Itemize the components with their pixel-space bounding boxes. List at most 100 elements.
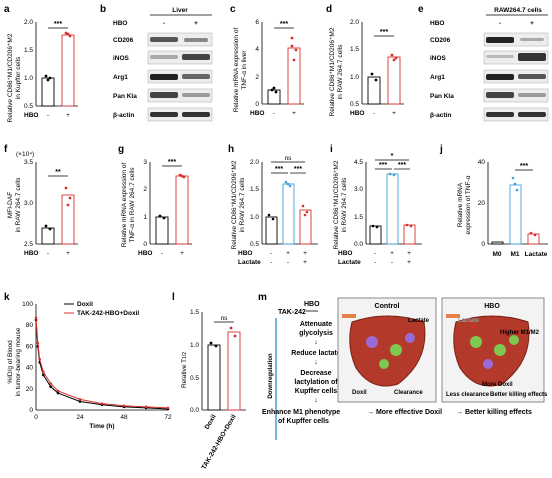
ytick-c-3: 6 <box>255 19 259 26</box>
xtick-g-0: - <box>161 250 163 257</box>
panel-letter-g: g <box>118 144 124 155</box>
bar-a-0 <box>41 77 55 107</box>
i-r2-2: + <box>407 259 411 266</box>
sig-j: *** <box>520 163 528 170</box>
ylabel-l: Relative T1/2 <box>181 352 188 388</box>
bar-g-1 <box>175 175 189 245</box>
wb-b-row-1: iNOS <box>113 55 130 62</box>
xtick-a-1: + <box>66 112 70 119</box>
m-enhance-1: Enhance M1 phenotype <box>262 409 340 416</box>
panel-letter-d: d <box>326 4 332 15</box>
m-tak: TAK-242 <box>278 309 306 316</box>
panel-i: i Relative CD86⁺M1/CD206⁺M2 in RAW 264.7… <box>330 144 422 266</box>
svg-text:↓: ↓ <box>314 359 318 366</box>
wb-e-title: RAW264.7 cells <box>494 7 542 14</box>
legend-k-1: TAK-242-HBO+Doxil <box>77 310 139 317</box>
xtick-d-0: - <box>373 110 375 117</box>
ytick-k-4: 80 <box>26 322 34 329</box>
bar-d-0 <box>367 76 381 105</box>
i-r1-0: - <box>374 250 376 257</box>
ytick-f-2: 3.5 <box>24 159 33 166</box>
wb-b-row-0: CD206 <box>113 37 134 44</box>
wb-b-title: Liver <box>172 7 188 14</box>
ylabel-j-2: expression of TNF-α <box>465 175 472 234</box>
wb-b-row-4: β-actin <box>113 112 134 119</box>
ytick-i-0: 0.0 <box>354 241 363 248</box>
point-k-1-2 <box>38 357 41 361</box>
bar-h-0 <box>265 216 278 245</box>
bar-g-0 <box>155 216 169 245</box>
h-r1-0: - <box>270 250 272 257</box>
xtick-l-0: Doxil <box>204 413 218 430</box>
svg-text:↓: ↓ <box>314 339 318 346</box>
panel-g: g Relative mRNA expression of TNF-α in R… <box>118 144 192 257</box>
xlabel-f: HBO <box>24 250 38 257</box>
ytick-d-2: 1.5 <box>350 46 359 53</box>
xtick-j-0: M0 <box>492 251 501 258</box>
point-k-0-3 <box>42 373 45 377</box>
bar-l-1 <box>227 331 241 411</box>
wb-e-row-1: iNOS <box>430 55 447 62</box>
ytick-l-0: 0.0 <box>190 407 199 414</box>
bar-h-2 <box>299 209 312 245</box>
legend-k-0: Doxil <box>77 301 93 308</box>
xlabel-g: HBO <box>138 250 152 257</box>
ytick-h-0: 0.5 <box>250 241 259 248</box>
m-lactate-2: Lactate <box>458 318 480 324</box>
wb-b-hbo-1: + <box>194 20 198 27</box>
m-step-4: lactylation of <box>294 379 338 386</box>
ytick-d-3: 2.0 <box>350 19 359 26</box>
ytick-g-0: 0 <box>143 241 147 248</box>
panel-c: c Relative mRNA expression of TNF-α in l… <box>230 4 304 117</box>
xtick-j-2: Lactate <box>525 251 548 258</box>
h-r2-0: - <box>270 259 272 266</box>
panel-k: k %ID/g of Blood in tumor-bearing mouse … <box>4 292 172 430</box>
m-more-doxil: More Doxil <box>482 382 513 388</box>
wb-e-hbo-1: + <box>530 20 534 27</box>
point-k-0-5 <box>56 391 60 395</box>
ylabel-c-1: Relative mRNA expression of <box>233 28 240 113</box>
panel-letter-j: j <box>439 144 443 155</box>
xtick-a-0: - <box>47 112 49 119</box>
ylabel-a-2: in Kupffer cells <box>15 56 22 99</box>
ylabel-f-1: MFI-DAF <box>7 192 14 218</box>
bar-j-2 <box>527 233 540 245</box>
ylabel-i-2: in RAW 264.7 cells <box>341 177 348 232</box>
m-less-clear: Less clearance <box>446 392 490 398</box>
xtick-j-1: M1 <box>510 251 519 258</box>
row2-h: Lactate <box>238 259 261 266</box>
ytick-i-1: 1.5 <box>354 214 363 221</box>
wb-e-row-2: Arg1 <box>430 74 445 81</box>
ytick-l-3: 1.5 <box>190 309 199 316</box>
ylabel-g-2: TNF-α in RAW 264.7 cells <box>129 167 136 243</box>
ytick-j-2: 40 <box>478 159 486 166</box>
xtick-d-1: + <box>392 110 396 117</box>
ylabel-f-2: in RAW 264.7 cells <box>15 177 22 232</box>
xtick-f-0: - <box>47 250 49 257</box>
series-line-k-0 <box>35 319 169 410</box>
sig-h-a: *** <box>275 166 283 173</box>
h-r2-1: - <box>287 259 289 266</box>
bar-j-0 <box>491 241 504 245</box>
bar-l-0 <box>207 344 221 411</box>
ylabel-k-1: %ID/g of Blood <box>7 340 14 384</box>
ytick-h-3: 2.0 <box>250 159 259 166</box>
series-line-k-1 <box>35 317 169 409</box>
ytick-c-1: 2 <box>255 74 259 81</box>
panel-letter-a: a <box>4 4 10 15</box>
i-r1-2: + <box>407 250 411 257</box>
point-k-1-10 <box>166 406 170 410</box>
bar-i-2 <box>403 224 416 245</box>
m-step-1: glycolysis <box>299 330 333 337</box>
panel-letter-k: k <box>4 292 10 303</box>
ytick-k-0: 0 <box>29 407 33 414</box>
panel-letter-f: f <box>4 144 8 155</box>
sig-i-top: * <box>391 153 394 160</box>
xtick-c-0: - <box>273 110 275 117</box>
m-doxil: Doxil <box>352 390 367 396</box>
row2-i: Lactate <box>338 259 361 266</box>
h-r1-1: + <box>286 250 290 257</box>
ytick-c-2: 4 <box>255 46 259 53</box>
i-r2-1: - <box>391 259 393 266</box>
